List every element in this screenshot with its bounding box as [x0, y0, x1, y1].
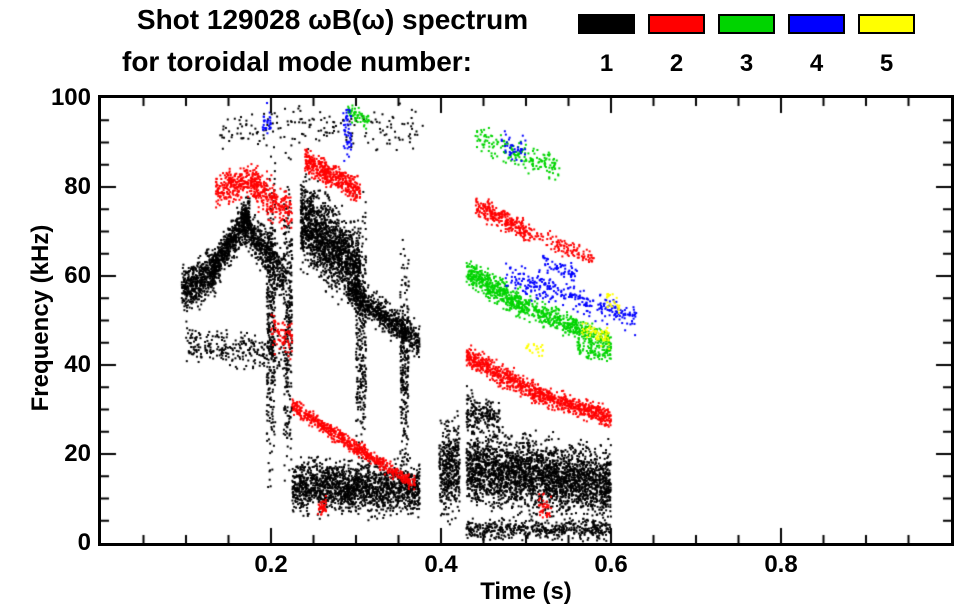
figure-title-line2: for toroidal mode number: [122, 46, 472, 77]
x-tick-label: 0.4 [424, 551, 458, 578]
x-tick-label: 0.6 [594, 551, 628, 578]
x-tick-label: 0.2 [254, 551, 288, 578]
legend-swatch-mode-5 [858, 14, 915, 34]
legend-swatch-mode-1 [578, 14, 635, 34]
figure-title-line1: Shot 129028 ωB(ω) spectrum [136, 4, 529, 35]
x-tick-label: 0.8 [764, 551, 798, 578]
y-tick-label: 20 [64, 440, 91, 467]
y-tick-label: 0 [77, 529, 91, 556]
y-tick-label: 100 [50, 84, 91, 111]
legend-label-mode-1: 1 [599, 50, 614, 77]
y-axis-title: Frequency (kHz) [27, 224, 54, 412]
legend-label-mode-2: 2 [669, 50, 684, 77]
plot-area [98, 95, 954, 546]
x-axis-title: Time (s) [480, 578, 572, 605]
legend-label-mode-3: 3 [739, 50, 754, 77]
legend-label-mode-4: 4 [809, 50, 824, 77]
y-tick-label: 40 [64, 351, 91, 378]
legend-swatch-mode-3 [718, 14, 775, 34]
y-tick-label: 60 [64, 262, 91, 289]
legend-swatches [578, 14, 915, 34]
legend-labels: 1 2 3 4 5 [578, 50, 915, 78]
y-tick-label: 80 [64, 173, 91, 200]
legend-label-mode-5: 5 [879, 50, 894, 77]
legend-swatch-mode-4 [788, 14, 845, 34]
legend-swatch-mode-2 [648, 14, 705, 34]
plot-canvas [101, 98, 951, 543]
